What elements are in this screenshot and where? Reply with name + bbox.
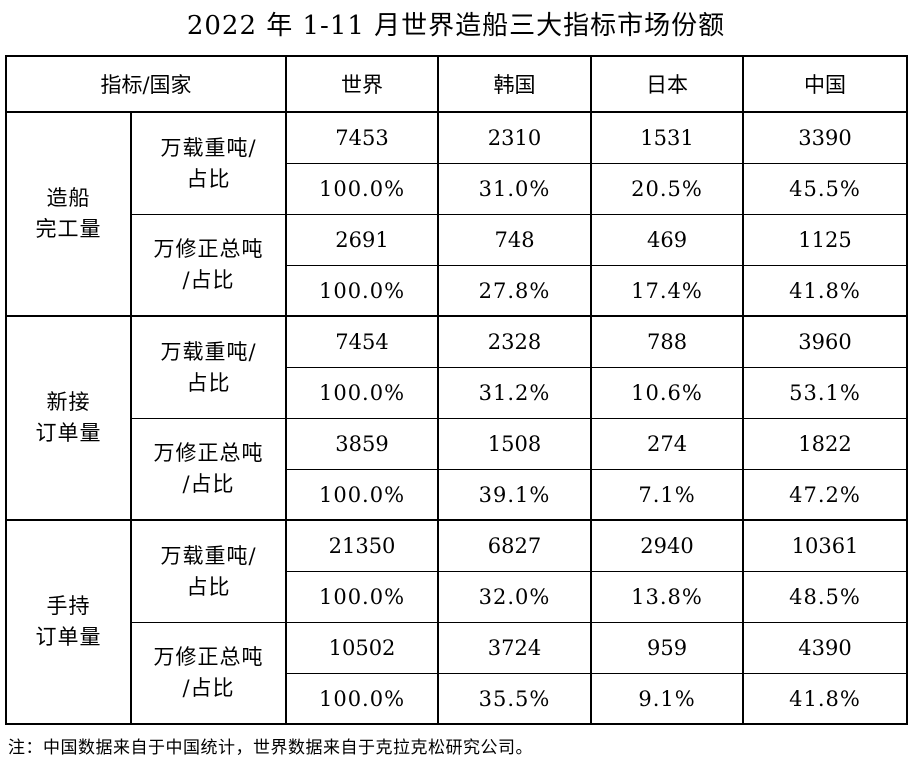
value-cell-korea: 3724 — [437, 621, 593, 674]
header-world: 世界 — [285, 55, 440, 114]
share-cell-japan: 7.1% — [590, 468, 745, 521]
value-cell-korea: 2328 — [437, 315, 593, 368]
footnote: 注：中国数据来自于中国统计，世界数据来自于克拉克松研究公司。 — [8, 738, 533, 759]
metric-label-dwt: 万载重吨/ 占比 — [129, 111, 288, 215]
share-cell-korea: 39.1% — [437, 468, 593, 521]
header-indicator-country: 指标/国家 — [4, 55, 288, 114]
share-cell-japan: 13.8% — [590, 570, 745, 623]
header-row: 指标/国家 世界 韩国 日本 中国 — [4, 55, 909, 114]
value-cell-japan: 959 — [590, 621, 745, 674]
table-row: 造船 完工量 万载重吨/ 占比 7453 2310 1531 3390 — [5, 111, 909, 317]
metric-label-cgt: 万修正总吨 /占比 — [129, 621, 288, 725]
metric-label-line: 占比 — [186, 166, 231, 191]
metric-label-line: 万载重吨/ — [160, 543, 257, 568]
share-cell-china: 53.1% — [742, 366, 909, 419]
share-cell-world: 100.0% — [285, 264, 440, 317]
metric-label-cgt: 万修正总吨 /占比 — [129, 417, 288, 521]
shipbuilding-market-share-table: 指标/国家 世界 韩国 日本 中国 造船 完工量 万载重吨/ 占比 7453 2… — [4, 55, 909, 726]
metric-label-line: 万载重吨/ — [160, 339, 257, 364]
value-cell-japan: 788 — [590, 315, 745, 368]
group-label-new-orders: 新接 订单量 — [5, 315, 132, 521]
share-cell-world: 100.0% — [285, 570, 440, 623]
value-cell-world: 3859 — [285, 417, 440, 470]
share-cell-world: 100.0% — [285, 672, 440, 725]
metric-label-line: /占比 — [182, 268, 235, 293]
metric-label-line: 万修正总吨 — [153, 645, 264, 670]
group-label-line: 新接 — [46, 390, 91, 415]
table-row: 100.0% 39.1% 7.1% 47.2% — [6, 468, 909, 521]
share-cell-korea: 31.0% — [437, 162, 593, 215]
value-cell-china: 1822 — [742, 417, 909, 470]
value-cell-korea: 2310 — [437, 111, 593, 164]
table-row: 100.0% 32.0% 13.8% 48.5% — [6, 570, 909, 623]
share-cell-china: 45.5% — [742, 162, 909, 215]
group-label-line: 订单量 — [35, 421, 102, 446]
value-cell-world: 7454 — [285, 315, 440, 368]
metric-label-line: 万载重吨/ — [160, 135, 257, 160]
share-cell-world: 100.0% — [285, 162, 440, 215]
header-korea: 韩国 — [437, 55, 593, 114]
table-row: 万修正总吨 /占比 3859 1508 274 1822 — [6, 417, 909, 521]
metric-label-line: 占比 — [186, 370, 231, 395]
group-label-line: 手持 — [46, 594, 91, 619]
value-cell-japan: 469 — [590, 213, 745, 266]
share-cell-china: 41.8% — [742, 264, 909, 317]
share-cell-japan: 10.6% — [590, 366, 745, 419]
value-cell-china: 1125 — [742, 213, 909, 266]
metric-label-dwt: 万载重吨/ 占比 — [129, 519, 288, 623]
metric-label-line: /占比 — [182, 472, 235, 497]
group-label-completions: 造船 完工量 — [5, 111, 132, 317]
page-title: 2022 年 1-11 月世界造船三大指标市场份额 — [186, 11, 726, 41]
metric-label-cgt: 万修正总吨 /占比 — [129, 213, 288, 317]
table-row: 100.0% 31.2% 10.6% 53.1% — [6, 366, 909, 419]
metric-label-dwt: 万载重吨/ 占比 — [129, 315, 288, 419]
share-cell-japan: 17.4% — [590, 264, 745, 317]
value-cell-world: 10502 — [285, 621, 440, 674]
value-cell-japan: 2940 — [590, 519, 745, 572]
share-cell-world: 100.0% — [285, 366, 440, 419]
table-row: 新接 订单量 万载重吨/ 占比 7454 2328 788 3960 — [5, 315, 909, 521]
value-cell-world: 7453 — [285, 111, 440, 164]
share-cell-japan: 20.5% — [590, 162, 745, 215]
share-cell-korea: 31.2% — [437, 366, 593, 419]
group-label-line: 订单量 — [35, 625, 102, 650]
value-cell-japan: 1531 — [590, 111, 745, 164]
share-cell-japan: 9.1% — [590, 672, 745, 725]
value-cell-china: 3390 — [742, 111, 909, 164]
share-cell-korea: 27.8% — [437, 264, 593, 317]
table-row: 万修正总吨 /占比 2691 748 469 1125 — [6, 213, 909, 317]
metric-label-line: 占比 — [186, 574, 231, 599]
metric-label-line: 万修正总吨 — [153, 237, 264, 262]
value-cell-world: 2691 — [285, 213, 440, 266]
group-label-line: 完工量 — [35, 217, 102, 242]
table-row: 万修正总吨 /占比 10502 3724 959 4390 — [6, 621, 909, 725]
value-cell-korea: 1508 — [437, 417, 593, 470]
value-cell-world: 21350 — [285, 519, 440, 572]
share-cell-korea: 32.0% — [437, 570, 593, 623]
group-label-line: 造船 — [46, 186, 91, 211]
table-row: 100.0% 35.5% 9.1% 41.8% — [6, 672, 909, 725]
group-label-order-backlog: 手持 订单量 — [5, 519, 132, 725]
value-cell-china: 10361 — [742, 519, 909, 572]
header-china: 中国 — [742, 55, 909, 114]
metric-label-line: /占比 — [182, 676, 235, 701]
value-cell-china: 4390 — [742, 621, 909, 674]
value-cell-japan: 274 — [590, 417, 745, 470]
share-cell-china: 48.5% — [742, 570, 909, 623]
value-cell-korea: 748 — [437, 213, 593, 266]
value-cell-china: 3960 — [742, 315, 909, 368]
share-cell-china: 47.2% — [742, 468, 909, 521]
share-cell-korea: 35.5% — [437, 672, 593, 725]
header-japan: 日本 — [590, 55, 745, 114]
value-cell-korea: 6827 — [437, 519, 593, 572]
metric-label-line: 万修正总吨 — [153, 441, 264, 466]
share-cell-china: 41.8% — [742, 672, 909, 725]
share-cell-world: 100.0% — [285, 468, 440, 521]
table-row: 手持 订单量 万载重吨/ 占比 21350 6827 2940 10361 — [5, 519, 909, 725]
